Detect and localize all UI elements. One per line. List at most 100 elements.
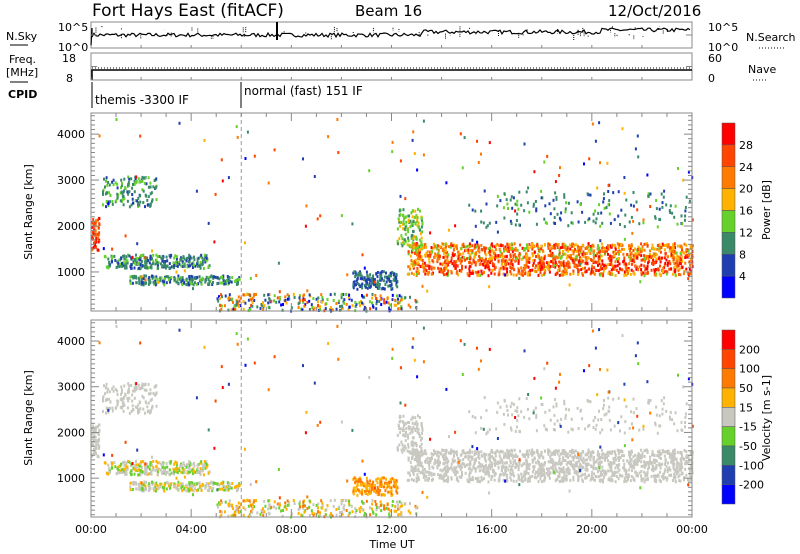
echo-cell — [687, 277, 690, 281]
echo-cell — [468, 450, 471, 454]
echo-cell — [618, 243, 621, 247]
echo-cell — [407, 252, 410, 256]
echo-cell — [175, 280, 178, 284]
echo-cell — [376, 481, 379, 485]
echo-cell — [237, 282, 239, 286]
echo-cell — [674, 246, 676, 250]
echo-cell — [512, 273, 515, 277]
echo-cell — [126, 190, 129, 194]
echo-cell — [645, 257, 648, 261]
echo-cell — [554, 222, 556, 225]
echo-cell — [412, 236, 415, 240]
echo-cell — [617, 449, 620, 453]
echo-cell — [604, 473, 607, 477]
echo-cell — [190, 483, 193, 487]
echo-cell — [420, 255, 423, 259]
echo-cell — [91, 441, 93, 444]
echo-cell — [401, 244, 404, 248]
colorbar-segment — [721, 210, 736, 233]
echo-cell — [182, 262, 185, 266]
echo-cell — [577, 456, 580, 460]
echo-cell — [412, 229, 415, 233]
echo-cell — [313, 175, 316, 178]
echo-cell — [506, 249, 509, 253]
echo-cell — [207, 471, 210, 475]
echo-cell — [426, 250, 429, 254]
echo-cell — [517, 465, 520, 469]
echo-cell — [380, 287, 383, 291]
echo-cell — [564, 246, 567, 250]
echo-cell — [409, 225, 412, 229]
echo-cell — [145, 194, 148, 198]
echo-cell — [495, 244, 498, 248]
echo-cell — [390, 486, 393, 490]
nsky-line — [90, 27, 691, 47]
echo-cell — [677, 475, 680, 479]
echo-cell — [107, 410, 110, 414]
echo-cell — [137, 201, 140, 205]
echo-cell — [205, 460, 208, 464]
echo-cell — [433, 255, 436, 259]
echo-cell — [409, 473, 412, 477]
echo-cell — [511, 464, 514, 468]
echo-cell — [108, 390, 111, 394]
echo-cell — [685, 267, 688, 271]
echo-cell — [156, 461, 159, 465]
echo-cell — [148, 467, 151, 471]
echo-cell — [570, 211, 573, 215]
echo-cell — [631, 258, 634, 262]
echo-cell — [624, 265, 627, 269]
echo-cell — [604, 248, 607, 251]
echo-cell — [212, 483, 215, 486]
echo-cell — [606, 249, 608, 253]
echo-cell — [518, 462, 521, 466]
echo-cell — [531, 247, 534, 251]
echo-cell — [658, 453, 661, 456]
echo-cell — [371, 292, 374, 296]
echo-cell — [502, 258, 505, 262]
echo-cell — [617, 246, 620, 249]
echo-cell — [607, 203, 610, 207]
echo-cell — [689, 450, 692, 454]
echo-cell — [611, 264, 614, 268]
echo-cell — [214, 482, 217, 485]
echo-cell — [394, 298, 397, 302]
echo-cell — [382, 476, 385, 480]
echo-cell — [556, 212, 559, 216]
echo-cell — [375, 272, 378, 276]
echo-cell — [351, 222, 354, 226]
echo-cell — [161, 279, 164, 283]
echo-cell — [607, 263, 610, 267]
echo-cell — [255, 293, 257, 296]
echo-cell — [473, 246, 476, 250]
echo-cell — [477, 248, 480, 252]
echo-cell — [355, 302, 358, 306]
echo-cell — [618, 449, 621, 453]
echo-cell — [478, 250, 481, 254]
echo-cell — [130, 177, 133, 181]
echo-cell — [642, 218, 645, 222]
echo-cell — [235, 485, 237, 489]
echo-cell — [573, 264, 576, 268]
echo-cell — [186, 263, 189, 267]
echo-cell — [199, 470, 202, 473]
echo-cell — [418, 228, 421, 232]
echo-cell — [648, 260, 651, 263]
echo-cell — [386, 276, 389, 280]
echo-cell — [108, 183, 111, 187]
echo-cell — [535, 470, 537, 474]
echo-cell — [567, 264, 570, 268]
echo-cell — [174, 460, 177, 464]
echo-cell — [485, 202, 488, 206]
echo-cell — [383, 287, 386, 291]
echo-cell — [117, 470, 120, 474]
echo-cell — [131, 399, 134, 403]
echo-cell — [125, 465, 128, 469]
echo-cell — [592, 270, 594, 274]
echo-cell — [614, 245, 617, 249]
echo-cell — [181, 283, 184, 287]
echo-cell — [657, 257, 660, 261]
echo-cell — [138, 473, 140, 477]
echo-cell — [154, 283, 157, 287]
echo-cell — [230, 486, 233, 490]
